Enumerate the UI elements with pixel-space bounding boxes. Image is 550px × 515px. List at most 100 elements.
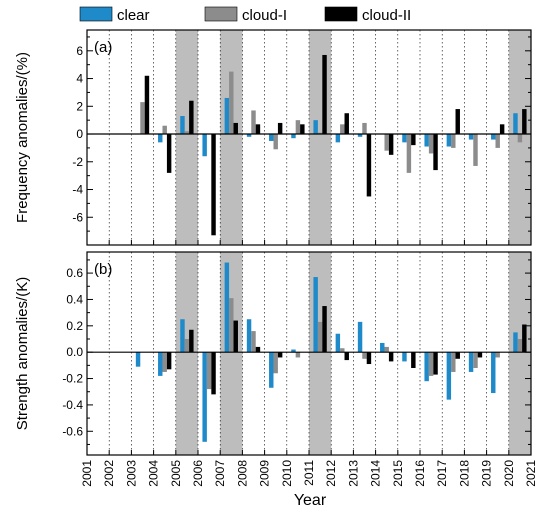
bar-cloud-I-2011: [317, 132, 323, 135]
bar-cloud-II-2008: [255, 346, 261, 353]
y-tick-label: 0.4: [66, 292, 83, 306]
bar-clear-2012: [335, 134, 341, 143]
shaded-year-2011: [309, 30, 332, 245]
x-tick-label: 2008: [235, 460, 249, 487]
bar-cloud-II-2014: [388, 134, 394, 155]
bar-cloud-I-2012: [340, 124, 345, 135]
bar-clear-2004: [158, 134, 163, 143]
bar-clear-2013: [357, 321, 363, 353]
shaded-year-2007: [220, 30, 243, 245]
bar-cloud-I-2017: [451, 134, 456, 148]
bar-clear-2007: [224, 262, 230, 353]
bar-cloud-II-2015: [411, 352, 416, 368]
bar-cloud-I-2017: [451, 352, 456, 372]
bar-cloud-II-2011: [322, 54, 327, 135]
bar-clear-2016: [424, 134, 429, 147]
y-tick-label: -0.6: [62, 424, 83, 438]
bar-cloud-I-2020: [517, 134, 523, 143]
bar-cloud-II-2013: [366, 352, 372, 365]
bar-clear-2008: [246, 319, 252, 353]
bar-cloud-I-2014: [384, 346, 389, 353]
bar-cloud-I-2013: [362, 122, 367, 135]
bar-cloud-I-2011: [317, 321, 323, 353]
x-tick-label: 2004: [147, 460, 161, 487]
bar-cloud-II-2004: [166, 134, 172, 173]
bar-cloud-I-2009: [273, 134, 278, 150]
bar-clear-2013: [357, 134, 363, 137]
shaded-year-2005: [175, 30, 198, 245]
bar-cloud-I-2019: [495, 134, 500, 148]
x-tick-label: 2012: [324, 460, 338, 487]
bar-cloud-I-2010: [295, 352, 301, 358]
x-tick-label: 2007: [213, 460, 227, 487]
bar-clear-2010: [291, 134, 296, 139]
bar-clear-2008: [246, 134, 252, 137]
bar-cloud-II-2018: [477, 352, 483, 358]
y-axis-label: Frequency anomalies/(%): [14, 52, 31, 223]
bar-clear-2004: [158, 352, 163, 376]
y-tick-label: 6: [76, 44, 83, 58]
bar-cloud-I-2016: [428, 134, 434, 154]
y-tick-label: 0.6: [66, 266, 83, 280]
shaded-year-2007: [220, 252, 243, 455]
bar-cloud-I-2018: [473, 352, 478, 368]
bar-cloud-II-2015: [411, 134, 416, 146]
bar-clear-2014: [380, 342, 385, 353]
x-tick-label: 2001: [80, 460, 94, 487]
x-tick-label: 2018: [457, 460, 471, 487]
legend-label-clear: clear: [117, 7, 150, 24]
legend-label-cloud-II: cloud-II: [362, 7, 411, 24]
bar-clear-2018: [468, 352, 474, 372]
bar-clear-2017: [446, 352, 452, 400]
x-tick-label: 2016: [413, 460, 427, 487]
bar-cloud-I-2010: [295, 120, 301, 135]
bar-clear-2007: [224, 97, 230, 135]
bar-cloud-I-2008: [251, 331, 256, 353]
bar-cloud-II-2005: [189, 329, 194, 353]
x-tick-label: 2002: [102, 460, 116, 487]
bar-clear-2015: [402, 352, 407, 362]
bar-cloud-I-2013: [362, 352, 367, 359]
bar-clear-2012: [335, 333, 341, 353]
bar-clear-2016: [424, 352, 429, 382]
bar-cloud-II-2016: [433, 134, 438, 171]
bar-cloud-II-2012: [344, 352, 349, 361]
strength-anomalies-panel: -0.6 -0.4 -0.2 0.0 0.2 0.4 0.6 (b) Strength anom…: [14, 251, 532, 456]
bar-cloud-I-2012: [340, 348, 345, 353]
shaded-year-2005: [175, 252, 198, 455]
bar-cloud-II-2011: [322, 306, 327, 353]
bar-clear-2015: [402, 134, 407, 143]
x-tick-label: 2017: [435, 460, 449, 487]
bar-cloud-II-2005: [189, 100, 194, 135]
bar-cloud-II-2003: [144, 75, 150, 135]
bar-cloud-I-2018: [473, 134, 478, 166]
y-tick-label: -0.4: [62, 398, 83, 412]
bar-clear-2020: [513, 332, 518, 353]
bar-clear-2019: [491, 134, 496, 140]
bar-cloud-II-2009: [277, 352, 283, 358]
y-tick-label: -0.2: [62, 372, 83, 386]
y-tick-label: 4: [76, 72, 83, 86]
bar-cloud-I-2015: [406, 134, 412, 173]
bar-cloud-I-2019: [495, 352, 500, 358]
bar-cloud-II-2019: [499, 124, 505, 135]
bar-cloud-II-2008: [255, 124, 261, 135]
bar-clear-2005: [180, 319, 185, 353]
bar-cloud-II-2006: [211, 134, 216, 236]
bar-clear-2011: [313, 120, 318, 135]
bar-cloud-II-2004: [166, 352, 172, 370]
bar-cloud-II-2013: [366, 134, 372, 197]
legend-swatch-clear: [79, 6, 113, 22]
x-tick-label: 2014: [369, 460, 383, 487]
y-tick-label: 0.0: [66, 345, 83, 359]
bar-cloud-I-2007: [229, 298, 234, 353]
x-tick-label: 2010: [280, 460, 294, 487]
bar-cloud-I-2008: [251, 110, 256, 135]
x-tick-label: 2020: [502, 460, 516, 487]
bar-cloud-II-2009: [277, 122, 283, 135]
y-tick-label: -4: [72, 183, 83, 197]
bar-clear-2006: [202, 134, 207, 157]
bar-clear-2011: [313, 277, 318, 353]
bar-cloud-II-2010: [300, 124, 305, 135]
